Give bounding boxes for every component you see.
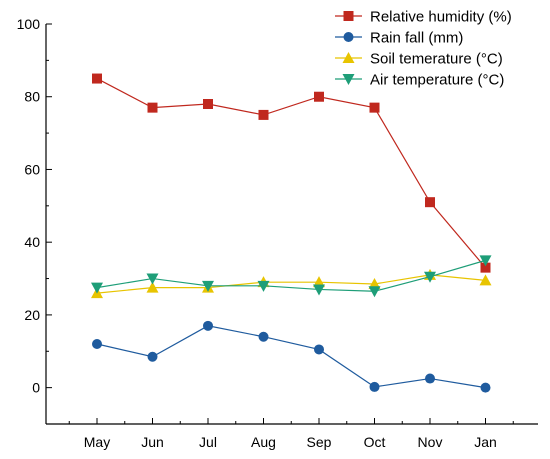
data-point bbox=[479, 274, 492, 286]
data-point bbox=[147, 102, 158, 113]
x-tick-label: Jan bbox=[474, 434, 497, 450]
data-point bbox=[203, 99, 213, 109]
data-point bbox=[91, 282, 103, 294]
legend-label: Soil temerature (°C) bbox=[370, 51, 503, 68]
legend-marker bbox=[343, 11, 354, 21]
data-point bbox=[92, 73, 102, 84]
tick-labels: 0 20 40 60 80 100 May Jun Jul Aug Sep Oct Nov Jan bbox=[17, 16, 497, 450]
series-1 bbox=[92, 320, 491, 393]
axes bbox=[45, 23, 538, 425]
legend-label: Air temperature (°C) bbox=[370, 72, 504, 89]
data-point bbox=[368, 278, 381, 289]
data-point bbox=[203, 320, 213, 331]
data-point bbox=[92, 339, 102, 349]
legend-item: Rain fall (mm) bbox=[335, 30, 463, 47]
series-layer bbox=[91, 73, 492, 393]
data-point bbox=[480, 382, 491, 393]
legend-item: Soil temerature (°C) bbox=[335, 51, 503, 68]
legend-marker bbox=[343, 32, 354, 42]
data-point bbox=[258, 109, 269, 120]
data-point bbox=[424, 271, 436, 283]
data-point bbox=[369, 102, 380, 113]
x-tick-label: Jun bbox=[141, 434, 164, 450]
y-tick-label: 100 bbox=[17, 16, 41, 32]
data-point bbox=[425, 197, 435, 208]
x-tick-label: May bbox=[84, 434, 110, 450]
series-line bbox=[96, 78, 486, 269]
legend-label: Rain fall (mm) bbox=[370, 30, 463, 47]
data-point bbox=[314, 344, 324, 355]
legend-marker bbox=[342, 52, 355, 63]
data-point bbox=[480, 262, 491, 273]
data-point bbox=[368, 286, 381, 298]
series-3 bbox=[91, 255, 492, 298]
data-point bbox=[479, 255, 492, 267]
x-tick-label: Jul bbox=[199, 434, 217, 450]
series-0 bbox=[92, 73, 491, 273]
data-point bbox=[314, 91, 324, 102]
data-point bbox=[202, 280, 214, 292]
data-point bbox=[146, 273, 159, 285]
data-point bbox=[313, 284, 325, 296]
data-point bbox=[425, 373, 435, 384]
y-tick-label: 0 bbox=[32, 380, 40, 396]
data-point bbox=[313, 276, 325, 288]
x-tick-label: Oct bbox=[364, 434, 386, 450]
legend-item: Relative humidity (%) bbox=[335, 9, 512, 26]
x-tick-label: Sep bbox=[307, 434, 332, 450]
y-tick-label: 80 bbox=[24, 89, 40, 105]
series-line bbox=[96, 274, 486, 294]
data-point bbox=[369, 381, 380, 392]
y-tick-label: 60 bbox=[24, 161, 40, 177]
x-tick-label: Aug bbox=[251, 434, 276, 450]
y-tick-label: 20 bbox=[24, 307, 40, 323]
y-tick-label: 40 bbox=[24, 234, 40, 250]
data-point bbox=[147, 351, 158, 362]
legend-label: Relative humidity (%) bbox=[370, 9, 512, 26]
data-point bbox=[258, 331, 269, 342]
series-line bbox=[96, 325, 486, 389]
data-point bbox=[146, 281, 159, 293]
data-point bbox=[257, 280, 270, 292]
legend: Relative humidity (%) Rain fall (mm) Soil … bbox=[335, 9, 512, 89]
legend-item: Air temperature (°C) bbox=[335, 72, 504, 89]
legend-marker bbox=[342, 74, 355, 85]
x-tick-label: Nov bbox=[418, 434, 443, 450]
series-line bbox=[96, 259, 486, 292]
